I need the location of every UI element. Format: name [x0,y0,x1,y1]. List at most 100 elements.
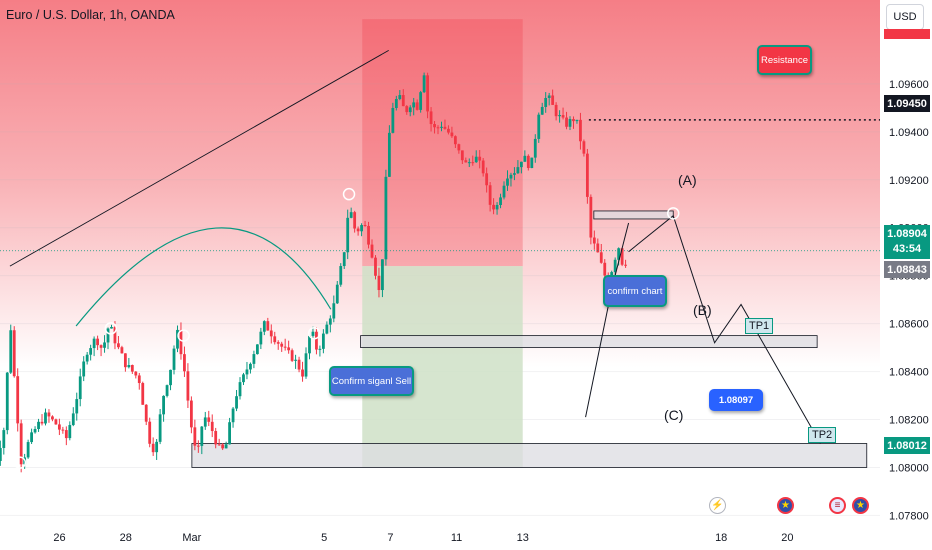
candle-body [596,243,600,253]
us-flag-event-icon[interactable]: ≡ [829,497,846,514]
candle-body [57,424,61,430]
currency-button[interactable]: USD [886,4,924,30]
candle-body [120,347,124,354]
candle-body [283,346,287,348]
candle-body [33,429,37,433]
x-tick-label: 18 [715,532,727,544]
resistance-callout[interactable]: Resistance [757,45,812,75]
candle-body [603,262,607,276]
candle-body [349,212,353,218]
target-price-callout[interactable]: 1.08097 [709,389,763,411]
candle-body [117,343,120,348]
candle-body [617,248,621,260]
candle-body [71,413,75,426]
tp2-label[interactable]: TP2 [808,427,837,443]
candle-body [346,217,350,253]
x-tick-label: 26 [53,532,65,544]
y-tick-label: 1.09200 [889,175,929,187]
candle-body [374,257,377,276]
candle-body [412,102,416,108]
candle-body [599,252,603,263]
candle-body [516,167,520,174]
candle-body [544,97,548,107]
candle-body [158,414,162,442]
arc-line [75,227,332,327]
candle-body [453,136,457,145]
candle-body [127,365,131,368]
candle-body [40,421,44,424]
candle-body [280,343,284,347]
y-tick-label: 1.09400 [889,127,929,139]
candle-body [311,331,315,336]
candle-body [82,361,86,377]
previous-close-label: 1.08843 [884,261,930,278]
candle-body [294,359,297,361]
candle-body [196,445,200,447]
candle-body [426,75,429,112]
candle-body [113,327,117,344]
eu-flag-event-icon[interactable]: ★ [777,497,794,514]
time-axis-background [0,525,880,550]
candle-body [547,95,551,98]
candle-body [363,225,367,227]
candle-body [499,197,502,206]
candle-body [110,327,113,329]
candle-body [502,185,506,198]
wave-c-label[interactable]: (C) [664,407,684,423]
candle-body [582,141,586,154]
confirm-signal-sell-callout[interactable]: Confirm siganl Sell [329,366,414,396]
candle-body [533,138,537,158]
confirm-chart-callout[interactable]: confirm chart [603,275,667,307]
tp1-box [360,335,818,349]
wave-a-label[interactable]: (A) [678,172,697,188]
y-tick-label: 1.08600 [889,319,929,331]
price-label-top [884,29,930,39]
candle-body [471,162,475,164]
candle-body [12,330,16,377]
candle-body [30,432,33,443]
candle-body [575,119,579,122]
candle-body [523,155,527,162]
candle-body [61,429,65,431]
lightning-event-icon[interactable]: ⚡ [709,497,726,514]
candle-body [54,419,58,425]
candle-body [592,237,596,244]
candle-body [155,441,159,453]
candle-body [474,156,478,163]
eu-flag-event-icon-2[interactable]: ★ [852,497,869,514]
candle-body [44,412,47,424]
candle-body [315,331,318,350]
candle-body [210,421,214,432]
candle-body [89,348,93,355]
candle-body [26,442,30,458]
y-tick-label: 1.09600 [889,79,929,91]
candle-body [377,275,381,291]
candle-body [134,371,138,376]
wave-b-label[interactable]: (B) [693,302,712,318]
candle-body [99,345,103,348]
candle-body [19,423,23,465]
candle-body [214,431,218,445]
candle-body [589,196,593,238]
candle-body [436,127,440,129]
y-tick-label: 1.07800 [889,510,929,522]
candle-body [394,98,398,108]
candle-body [481,160,485,174]
candle-body [287,347,291,351]
candle-body [16,376,20,424]
candle-body [485,173,489,186]
tp1-label[interactable]: TP1 [745,318,774,334]
candle-body [2,430,6,448]
candle-body [509,174,513,179]
candle-body [433,124,436,128]
candle-body [367,225,370,245]
candle-body [262,321,266,332]
candle-body [186,371,190,401]
candle-body [526,155,530,169]
candle-body [488,185,492,205]
candle-body [0,447,2,461]
candle-body [9,330,13,373]
candle-body [183,354,186,372]
